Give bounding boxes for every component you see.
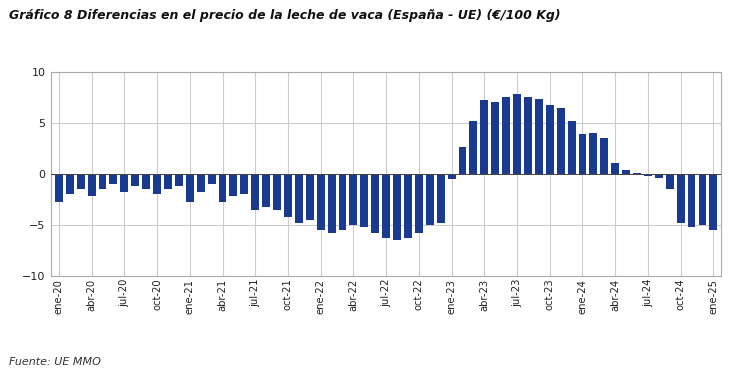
Bar [273,174,281,209]
Bar [633,173,641,174]
Bar [120,174,128,192]
Bar [393,174,401,240]
Bar [371,174,379,233]
Bar [262,174,270,206]
Bar [448,174,455,179]
Bar [175,174,183,186]
Bar [66,174,74,194]
Text: Fuente: UE MMO: Fuente: UE MMO [9,357,101,367]
Bar [251,174,259,209]
Bar [99,174,106,189]
Bar [567,121,575,174]
Bar [426,174,433,225]
Bar [709,174,717,230]
Bar [197,174,205,192]
Bar [349,174,357,225]
Bar [578,134,586,174]
Bar [611,163,619,174]
Bar [698,174,706,225]
Bar [502,97,510,174]
Bar [666,174,673,189]
Bar [557,108,564,174]
Bar [480,101,488,174]
Bar [186,174,194,203]
Bar [491,102,499,174]
Bar [546,105,553,174]
Bar [687,174,695,227]
Bar [339,174,346,230]
Bar [524,97,532,174]
Bar [230,174,237,196]
Bar [142,174,150,189]
Bar [88,174,96,196]
Bar [655,174,662,178]
Bar [513,94,521,174]
Bar [437,174,444,223]
Bar [153,174,161,194]
Bar [55,174,63,203]
Bar [644,174,652,176]
Bar [458,147,466,174]
Bar [284,174,292,217]
Bar [131,174,139,186]
Text: Gráfico 8 Diferencias en el precio de la leche de vaca (España - UE) (€/100 Kg): Gráfico 8 Diferencias en el precio de la… [9,9,561,22]
Bar [622,170,630,174]
Bar [240,174,248,194]
Bar [219,174,226,203]
Bar [589,133,597,174]
Bar [600,138,608,174]
Bar [535,99,542,174]
Bar [382,174,390,238]
Bar [164,174,172,189]
Bar [676,174,684,223]
Bar [360,174,368,227]
Bar [295,174,303,223]
Bar [110,174,117,184]
Bar [415,174,423,233]
Bar [77,174,85,189]
Bar [469,121,477,174]
Bar [317,174,324,230]
Bar [328,174,335,233]
Bar [208,174,215,184]
Bar [306,174,314,220]
Bar [404,174,412,238]
